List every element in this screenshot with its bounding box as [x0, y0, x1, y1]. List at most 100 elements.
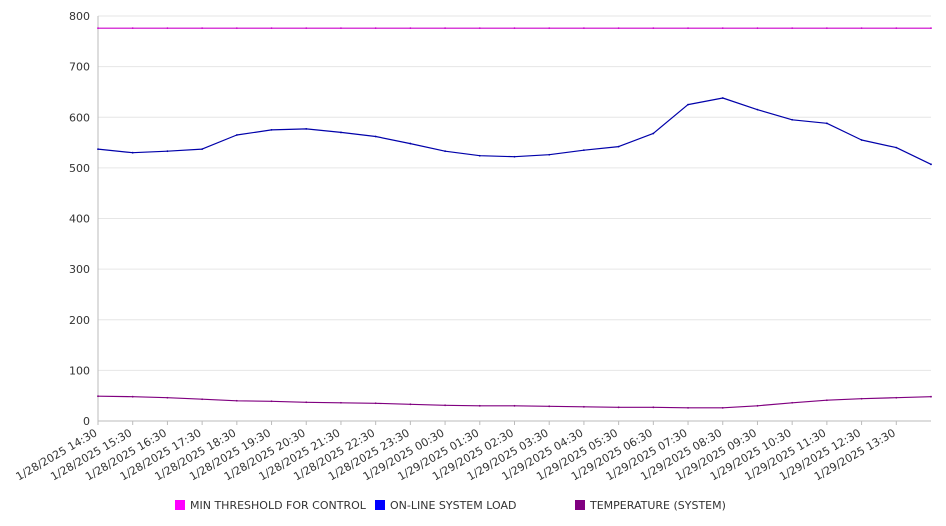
data-point [131, 27, 134, 30]
data-point [617, 406, 620, 409]
legend-item: ON-LINE SYSTEM LOAD [375, 499, 516, 512]
data-point [583, 149, 585, 152]
data-point [721, 406, 724, 409]
data-point [687, 406, 689, 409]
data-point [548, 27, 551, 30]
data-point [652, 27, 655, 30]
data-point [652, 406, 655, 409]
data-point [617, 145, 620, 148]
data-point [930, 27, 932, 30]
data-point [478, 27, 481, 30]
data-point [235, 399, 238, 402]
data-point [305, 27, 308, 30]
legend-swatch [575, 500, 585, 510]
data-point [548, 153, 551, 156]
data-point [513, 27, 516, 30]
y-tick-label: 700 [69, 61, 90, 74]
legend-label: ON-LINE SYSTEM LOAD [390, 499, 516, 512]
data-point [478, 404, 481, 407]
data-point [617, 27, 620, 30]
data-point [895, 396, 898, 399]
data-point [860, 27, 863, 30]
y-tick-label: 200 [69, 314, 90, 327]
data-point [895, 27, 898, 30]
data-point [687, 103, 689, 106]
data-point [825, 399, 828, 402]
data-point [513, 404, 516, 407]
data-point [548, 405, 551, 408]
data-point [860, 139, 863, 141]
x-tick-labels: 1/28/2025 14:301/28/2025 15:301/28/2025 … [14, 426, 898, 483]
data-point [270, 27, 273, 30]
y-tick-label: 600 [69, 111, 90, 124]
data-point [444, 404, 446, 407]
data-point [583, 405, 585, 408]
data-point [756, 404, 759, 407]
y-tick-label: 100 [69, 364, 90, 377]
y-tick-label: 0 [83, 415, 90, 428]
data-point [895, 146, 898, 149]
data-point [97, 148, 99, 151]
data-point [97, 395, 99, 398]
data-point [374, 402, 377, 405]
data-point [825, 27, 828, 30]
legend-label: TEMPERATURE (SYSTEM) [589, 499, 726, 512]
data-point [409, 403, 412, 406]
data-point [235, 27, 238, 30]
data-point [340, 131, 342, 134]
y-tick-label: 400 [69, 213, 90, 226]
data-point [235, 134, 238, 136]
data-point [305, 127, 308, 130]
data-point [409, 142, 412, 145]
y-tick-labels: 0 100 200 300 400 500 600 700 800 [69, 10, 90, 428]
data-point [201, 398, 204, 401]
data-point [131, 395, 134, 398]
data-point [340, 27, 342, 30]
legend-item: TEMPERATURE (SYSTEM) [575, 499, 726, 512]
data-point [652, 132, 655, 135]
data-point [201, 148, 204, 151]
data-point [97, 27, 99, 30]
data-point [513, 155, 516, 158]
data-point [131, 151, 134, 154]
data-point [721, 27, 724, 30]
data-point [930, 395, 932, 398]
series-line-1 [97, 97, 932, 165]
data-point [444, 27, 446, 30]
data-point [166, 396, 169, 399]
data-point [166, 27, 169, 30]
data-point [374, 135, 377, 138]
data-point [583, 27, 585, 30]
data-point [166, 150, 169, 153]
data-point [791, 118, 794, 121]
data-point [478, 154, 481, 157]
data-point [791, 401, 794, 404]
data-point [721, 97, 724, 99]
data-point [687, 27, 689, 30]
y-tick-label: 300 [69, 263, 90, 276]
y-tick-label: 800 [69, 10, 90, 23]
data-point [791, 27, 794, 30]
legend-label: MIN THRESHOLD FOR CONTROL [190, 499, 367, 512]
data-point [270, 129, 273, 131]
data-point [201, 27, 204, 30]
data-point [374, 27, 377, 30]
data-point [409, 27, 412, 30]
data-point [825, 122, 828, 125]
data-point [444, 150, 446, 153]
data-point [860, 397, 863, 400]
axes [97, 16, 931, 425]
series-lines [97, 27, 932, 409]
data-point [305, 401, 308, 404]
data-point [930, 163, 932, 166]
y-tick-label: 500 [69, 162, 90, 175]
data-point [340, 401, 342, 404]
legend-swatch [375, 500, 385, 510]
data-point [756, 27, 759, 30]
legend-swatch [175, 500, 185, 510]
legend-item: MIN THRESHOLD FOR CONTROL [175, 499, 367, 512]
grid-lines [98, 15, 931, 371]
data-point [270, 400, 273, 403]
